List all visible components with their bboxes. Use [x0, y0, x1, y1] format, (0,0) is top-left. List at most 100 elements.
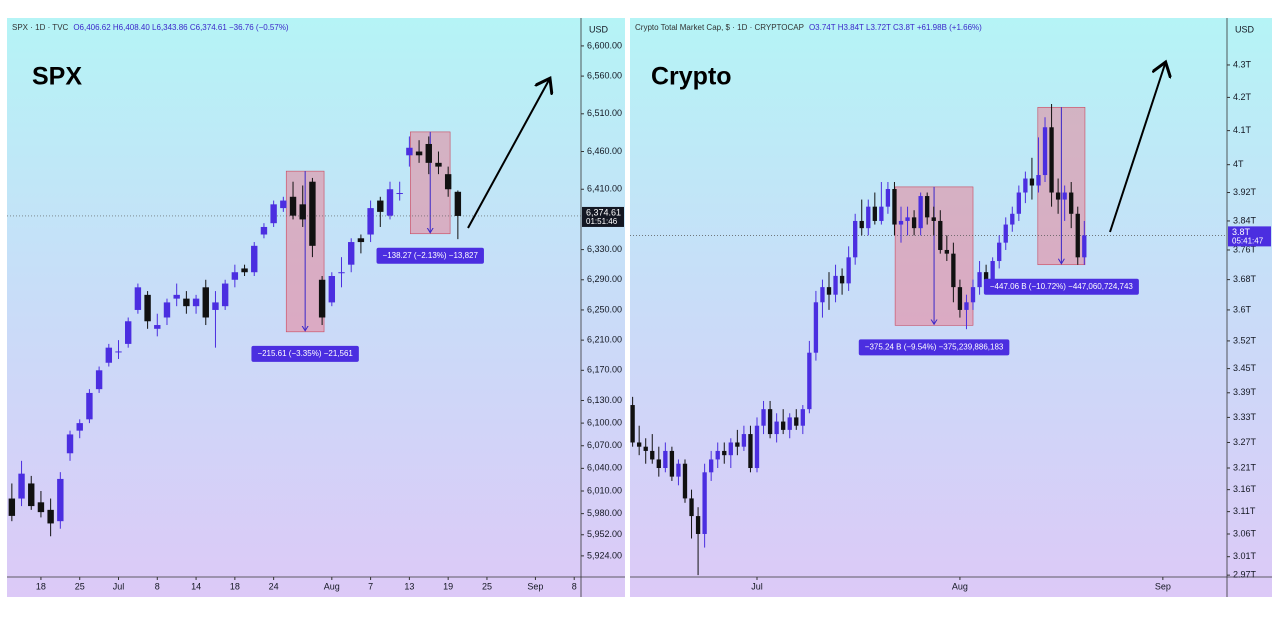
candle-body [689, 498, 694, 517]
measure-label-bg [983, 278, 1139, 295]
y-tick-label: 6,070.00 [587, 440, 622, 450]
chart: SPX · 1D · TVC O6,406.62 H6,408.40 L6,343… [7, 18, 625, 597]
candle-body [676, 463, 681, 477]
candle-body [105, 347, 113, 363]
x-tick-label: Jul [113, 581, 125, 591]
candle-body [221, 283, 229, 307]
candle-body [241, 268, 248, 273]
candle-body [1055, 192, 1061, 200]
candle-body [425, 143, 432, 163]
candle-body [415, 151, 423, 156]
chart: Crypto Total Market Cap, $ · 1D · CRYPTO… [630, 18, 1272, 597]
candle-body [741, 434, 747, 447]
candle-body [124, 321, 132, 344]
candle-body [846, 257, 851, 284]
measure-label: −138.27 (−2.13%) −13,827 [383, 251, 479, 260]
symbol-line: SPX · 1D · TVC [12, 23, 69, 32]
candle-body [826, 287, 832, 295]
candle-body [682, 463, 688, 499]
candle-body [1049, 127, 1054, 193]
candle-body [435, 162, 442, 167]
y-tick-label: 6,290.00 [587, 274, 622, 284]
candle-body [318, 279, 326, 318]
candle-body [367, 208, 374, 235]
measure-label: −375.24 B (−9.54%) −375,239,886,183 [865, 342, 1004, 351]
y-tick-label: 6,410.00 [587, 184, 622, 194]
candle-body [348, 242, 355, 265]
candle-body [260, 226, 268, 235]
candle-body [951, 253, 956, 288]
measure-label-bg [251, 345, 359, 362]
candle-body [115, 351, 122, 353]
candle-body [1010, 213, 1015, 225]
candle-body [892, 189, 897, 225]
candle-body [47, 509, 54, 524]
candle-body [86, 392, 93, 420]
candle-body [650, 450, 655, 460]
candle-body [879, 206, 884, 221]
ohlc-label: O3.74T H3.84T L3.72T C3.8T +61.98B (+1.6… [809, 23, 982, 32]
y-tick-label: 2.97T [1233, 570, 1257, 580]
price-tag-countdown: 05:41:47 [1232, 236, 1264, 245]
y-tick-label: 5,980.00 [587, 508, 622, 518]
candle-body [853, 220, 858, 258]
x-tick-label: 24 [269, 581, 279, 591]
y-tick-label: 3.01T [1233, 551, 1257, 561]
candle-body [163, 302, 171, 318]
candle-body [154, 325, 161, 329]
candle-body [781, 421, 786, 430]
trend-arrow [467, 80, 549, 229]
candle-body [1029, 178, 1035, 186]
candle-body [144, 294, 151, 322]
x-tick-label: Aug [324, 581, 340, 591]
y-tick-label: 3.06T [1233, 528, 1257, 538]
candle-body [794, 417, 799, 426]
y-tick-label: 5,924.00 [587, 550, 622, 560]
y-tick-label: 4.2T [1233, 92, 1252, 102]
candle-body [964, 302, 969, 310]
symbol-line: Crypto Total Market Cap, $ · 1D · CRYPTO… [635, 23, 804, 32]
candle-body [997, 242, 1002, 262]
candle-body [735, 442, 740, 447]
candle-body [28, 483, 35, 507]
candle-body [1023, 178, 1028, 193]
candle-body [386, 189, 394, 216]
candle-body [905, 217, 910, 221]
candle-body [134, 287, 142, 310]
candle-body [702, 472, 707, 534]
y-tick-label: 6,100.00 [587, 417, 622, 427]
candle-body [57, 478, 64, 522]
y-tick-label: 3.84T [1233, 215, 1257, 225]
candle-body [839, 275, 845, 284]
candle-body [192, 298, 200, 307]
y-tick-label: 3.68T [1233, 274, 1257, 284]
candle-body [722, 450, 727, 456]
candle-body [280, 200, 287, 209]
candle-body [977, 272, 982, 288]
price-tag-countdown: 01:51:46 [586, 217, 618, 226]
x-tick-label: 18 [36, 581, 46, 591]
trend-arrow [1109, 64, 1165, 233]
candle-body [66, 434, 74, 454]
x-tick-label: 25 [482, 581, 492, 591]
x-tick-label: 25 [75, 581, 85, 591]
x-tick-label: 14 [191, 581, 201, 591]
measure-label-bg [376, 247, 484, 264]
candle-body [970, 287, 976, 303]
candle-body [630, 405, 635, 443]
y-tick-label: 3.52T [1233, 335, 1257, 345]
candle-body [454, 191, 462, 216]
candle-body [173, 294, 180, 299]
candle-body [1036, 175, 1041, 186]
candle-body [774, 421, 779, 435]
candle-body [944, 249, 949, 254]
chart-title: SPX [32, 63, 82, 91]
candle-body [1062, 192, 1067, 200]
measure-label: −215.61 (−3.35%) −21,561 [257, 349, 353, 358]
candle-body [748, 434, 753, 469]
candle-body [251, 245, 258, 273]
candle-body [695, 516, 701, 534]
candle-body [833, 275, 838, 295]
candle-body [231, 272, 239, 280]
